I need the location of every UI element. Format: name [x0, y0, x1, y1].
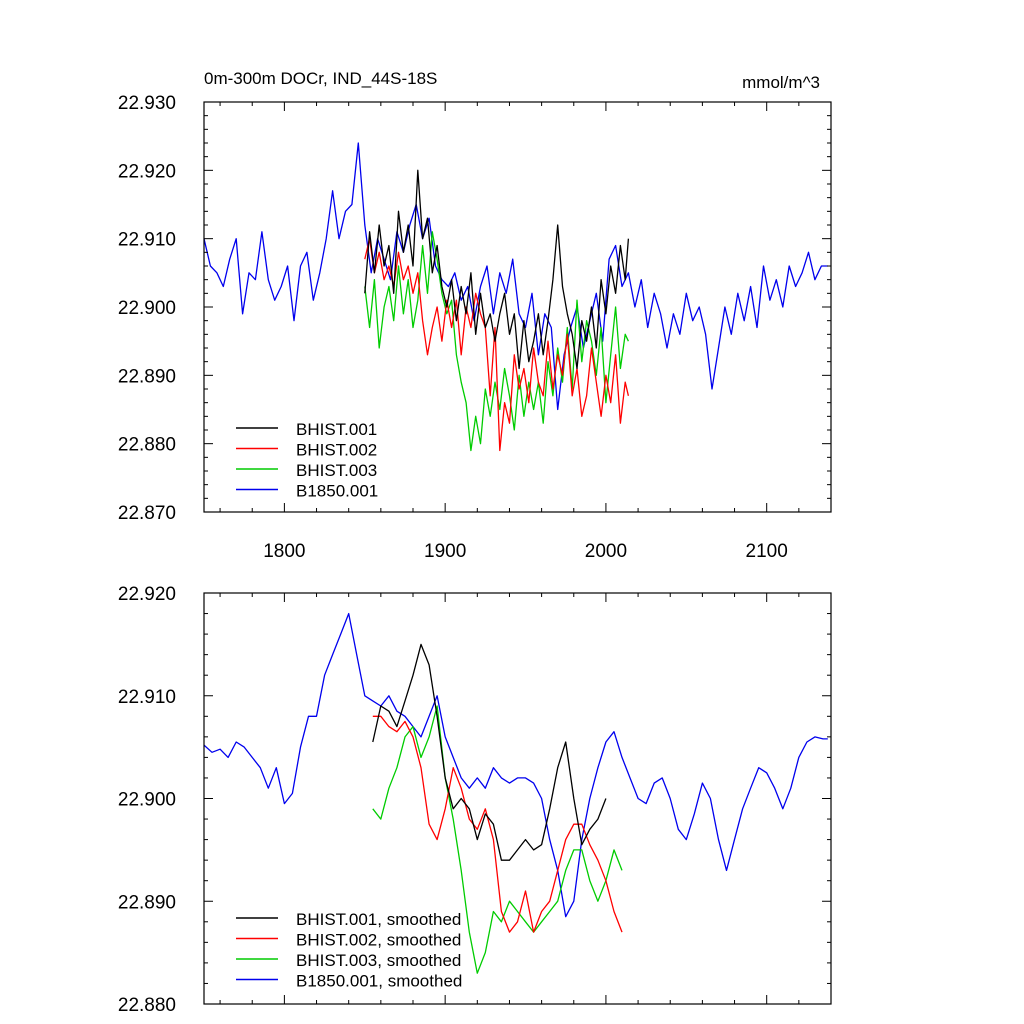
top-panel: 0m-300m DOCr, IND_44S-18S mmol/m^3 22.87… [118, 69, 832, 562]
legend-label: BHIST.001, smoothed [296, 910, 461, 929]
top-plot-frame [203, 101, 832, 513]
x-tick-label: 1900 [424, 541, 466, 562]
chart-title-right: mmol/m^3 [742, 73, 820, 92]
series-line-3 [364, 231, 629, 452]
x-tick-label: 2100 [746, 541, 788, 562]
series-line-4 [203, 612, 828, 918]
y-tick-label: 22.880 [118, 435, 176, 456]
legend-label: B1850.001, smoothed [296, 972, 462, 991]
series-line-2 [364, 238, 630, 452]
y-tick-label: 22.910 [118, 687, 176, 708]
legend-label: BHIST.003 [296, 461, 377, 480]
y-tick-label: 22.900 [118, 790, 176, 811]
legend-label: B1850.001 [296, 482, 378, 501]
y-tick-label: 22.910 [118, 230, 176, 251]
x-tick-label: 1800 [263, 541, 305, 562]
legend-label: BHIST.003, smoothed [296, 951, 461, 970]
y-tick-label: 22.890 [118, 892, 176, 913]
bottom-plot-frame [203, 592, 832, 1005]
legend-label: BHIST.002 [296, 441, 377, 460]
legend-label: BHIST.002, smoothed [296, 931, 461, 950]
legend-label: BHIST.001 [296, 420, 377, 439]
y-tick-label: 22.900 [118, 298, 176, 319]
y-tick-label: 22.880 [118, 995, 176, 1016]
series-line-3 [372, 705, 623, 974]
y-tick-label: 22.920 [118, 161, 176, 182]
chart-title-left: 0m-300m DOCr, IND_44S-18S [204, 69, 437, 88]
series-line-1 [364, 169, 630, 370]
series-line-1 [372, 643, 607, 861]
y-tick-label: 22.930 [118, 93, 176, 114]
series-line-2 [372, 715, 623, 933]
x-tick-label: 2000 [585, 541, 627, 562]
y-tick-label: 22.870 [118, 503, 176, 524]
bottom-panel: 22.880 22.890 22.900 22.910 22.920 BHIST.001… [118, 584, 832, 1016]
series-line-4 [203, 142, 828, 411]
y-tick-label: 22.920 [118, 584, 176, 605]
y-tick-label: 22.890 [118, 366, 176, 387]
